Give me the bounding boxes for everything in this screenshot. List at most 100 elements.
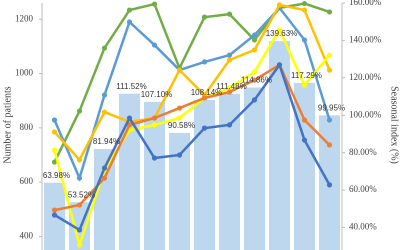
y2-tick-label: 160.00% <box>349 0 382 7</box>
y-tick-label: 400 <box>20 230 34 240</box>
line-point <box>126 19 133 25</box>
line-point <box>76 108 83 114</box>
line-point <box>176 105 183 111</box>
line-point <box>276 62 283 68</box>
line-point <box>276 2 283 8</box>
line <box>53 3 331 163</box>
y2-tick-label: 40.00% <box>349 222 377 232</box>
line-point <box>226 89 233 95</box>
bar <box>244 87 265 250</box>
line-point <box>201 95 208 101</box>
line-point <box>101 109 108 115</box>
line-point <box>301 82 308 88</box>
line-point <box>176 115 183 121</box>
bar <box>194 100 215 250</box>
line-point <box>251 37 258 43</box>
line-point <box>251 47 258 53</box>
line-point <box>51 117 58 123</box>
line-point <box>76 157 83 163</box>
line-point <box>326 9 333 15</box>
line-point <box>101 175 108 181</box>
value-label: 81.94% <box>93 137 120 146</box>
y2-tick-label: 120.00% <box>349 72 382 82</box>
line-point <box>326 142 333 148</box>
value-label: 111.52% <box>116 82 146 91</box>
line-point <box>151 115 158 121</box>
bar <box>269 41 290 250</box>
line-point <box>151 122 158 128</box>
line-point <box>76 227 83 233</box>
y-axis-title: Number of patients <box>2 86 13 163</box>
value-label: 139.63% <box>266 29 298 38</box>
line-point <box>251 97 258 103</box>
bar <box>294 82 315 250</box>
value-label: 99.95% <box>318 103 345 112</box>
line-point <box>201 125 208 131</box>
line-point <box>226 85 233 91</box>
line-point <box>76 242 83 248</box>
line-point <box>76 175 83 181</box>
line-point <box>301 137 308 143</box>
line-point <box>76 202 83 208</box>
line-point <box>301 37 308 43</box>
bar <box>169 132 190 250</box>
value-label: 114.86% <box>241 76 272 85</box>
value-label: 90.58% <box>168 121 195 130</box>
value-label: 63.98% <box>43 171 70 180</box>
line-point <box>51 207 58 213</box>
line-point <box>126 122 133 128</box>
line-point <box>101 92 108 98</box>
y2-tick-label: 60.00% <box>349 184 377 194</box>
line <box>53 62 331 232</box>
y2-tick-label: 100.00% <box>349 109 382 119</box>
line-point <box>326 182 333 188</box>
line-point <box>226 11 233 17</box>
y2-axis-title: Seasonal index (%) <box>389 86 400 164</box>
line-point <box>226 57 233 63</box>
bar <box>119 93 140 250</box>
line-point <box>151 42 158 48</box>
line-point <box>226 122 233 128</box>
line-point <box>326 52 333 58</box>
line-point <box>101 45 108 51</box>
line-point <box>326 67 333 73</box>
value-label: 117.29% <box>291 71 322 80</box>
line <box>53 2 330 163</box>
line-point <box>226 52 233 58</box>
y-tick-label: 1000 <box>15 68 34 78</box>
bar <box>144 101 165 250</box>
line-point <box>51 159 58 165</box>
line-point <box>301 117 308 123</box>
y-tick-label: 1200 <box>15 13 34 23</box>
line-point <box>201 59 208 65</box>
line-point <box>251 77 258 83</box>
line-point <box>126 7 133 13</box>
y-tick-label: 800 <box>20 122 34 132</box>
line-point <box>176 152 183 158</box>
line-point <box>101 165 108 171</box>
line-point <box>251 69 258 75</box>
line-point <box>326 117 333 123</box>
value-label: 108.14% <box>191 88 223 97</box>
line-point <box>176 67 183 73</box>
line-point <box>51 129 58 135</box>
bar <box>219 93 240 250</box>
line-point <box>301 7 308 13</box>
y2-tick-label: 140.00% <box>349 34 382 44</box>
line-point <box>126 115 133 121</box>
line-point <box>151 155 158 161</box>
line-point <box>51 212 58 218</box>
line-point <box>201 14 208 20</box>
y-tick-label: 600 <box>20 176 34 186</box>
y2-tick-label: 80.00% <box>349 147 377 157</box>
line <box>53 5 331 182</box>
line-point <box>51 147 58 153</box>
value-label: 53.52% <box>68 190 95 199</box>
value-label: 111.48% <box>216 82 246 91</box>
line-point <box>276 27 283 33</box>
bar <box>94 149 115 250</box>
line-point <box>151 1 158 7</box>
line-point <box>301 0 308 7</box>
